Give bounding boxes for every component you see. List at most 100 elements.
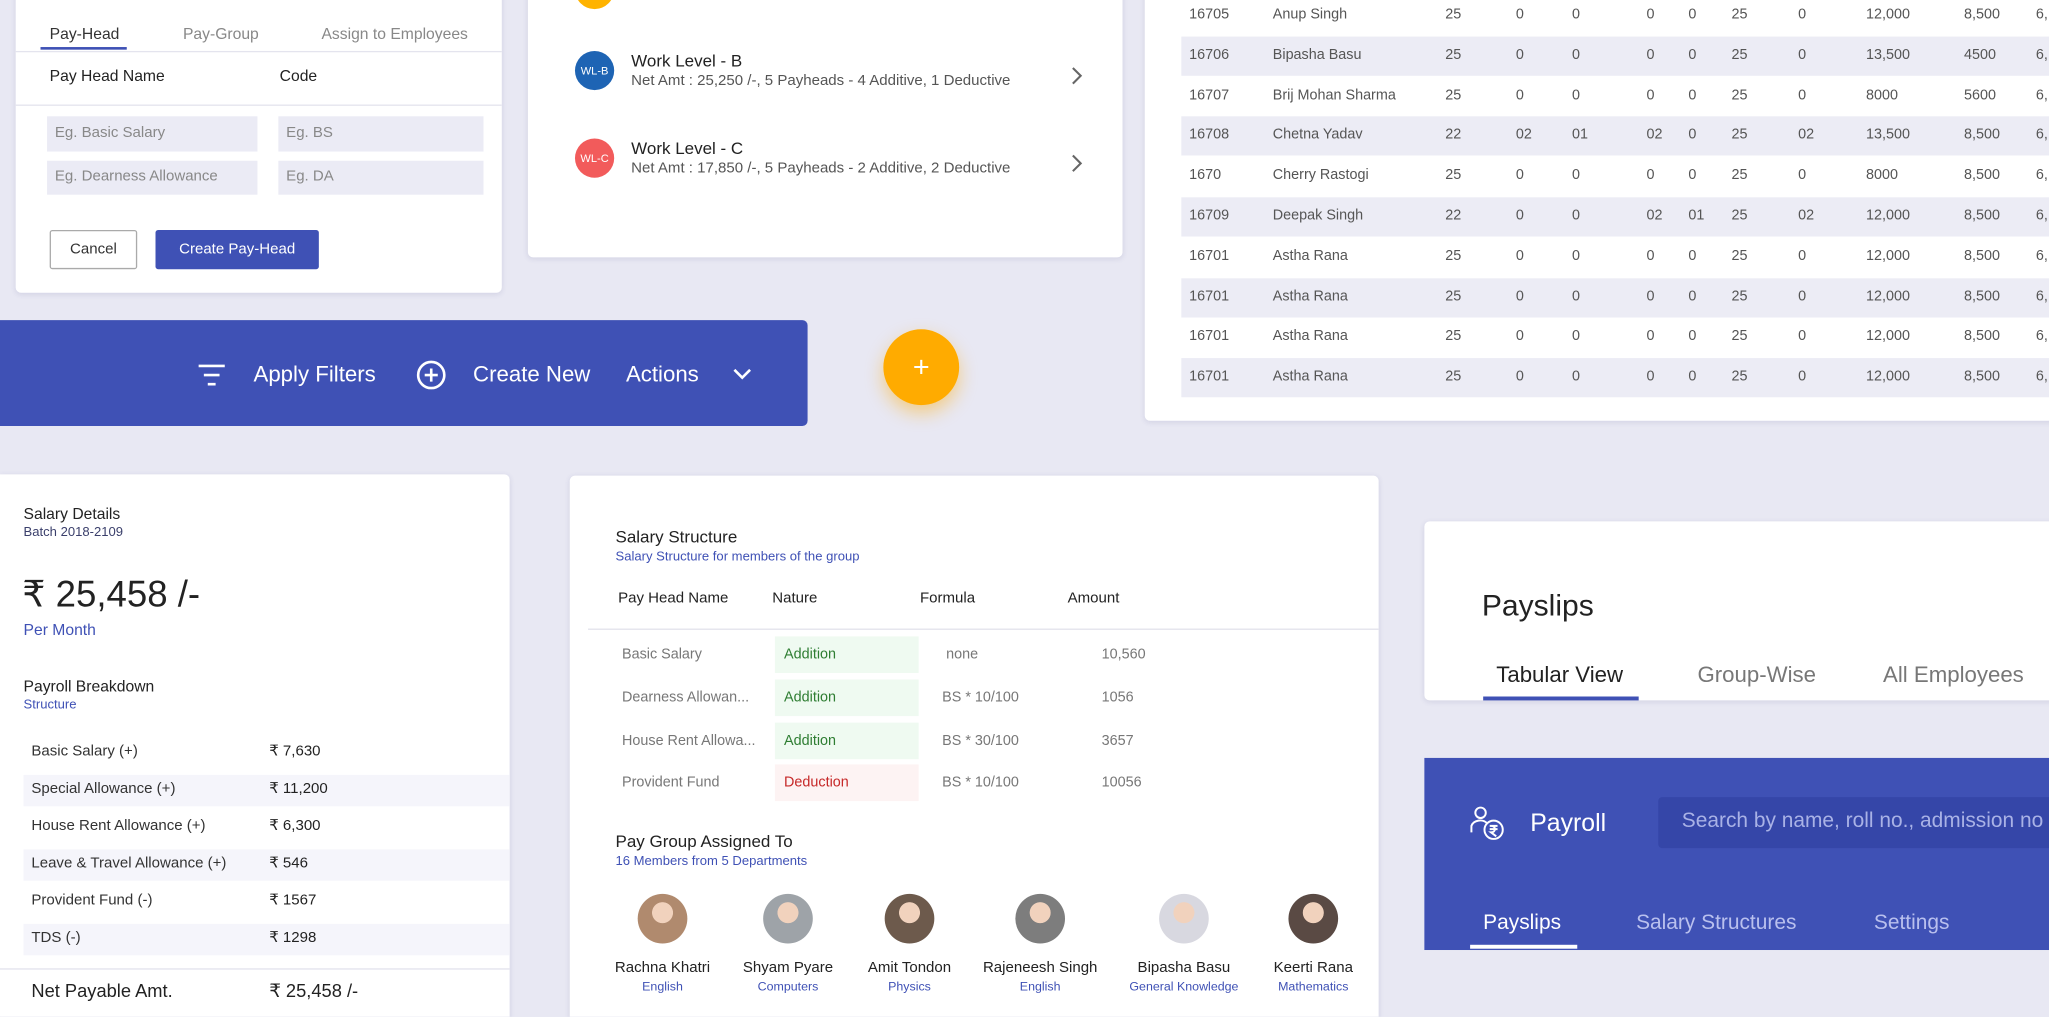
net-value: ₹ 25,458 /- [269, 980, 359, 1001]
item-title[interactable]: Work Level - B [631, 50, 743, 71]
cell: 12,000 [1866, 207, 1911, 224]
submit-button[interactable]: Create Pay-Head [155, 229, 319, 270]
card-title: Salary Structure [615, 526, 738, 547]
cell: 0 [1646, 248, 1655, 264]
toolbar-button[interactable]: Create New [473, 361, 591, 387]
cell: 25 [1731, 167, 1748, 184]
cell: 12,000 [1866, 248, 1911, 264]
member-name: Bipasha Basu [1137, 960, 1231, 977]
card-title: Payslips [1481, 588, 1594, 623]
cell: 13,500 [1866, 127, 1911, 143]
chevron-right[interactable] [1069, 67, 1085, 85]
avatar[interactable] [637, 893, 688, 944]
breakdown-label: Special Allowance (+) [31, 780, 176, 797]
cell: 25 [1445, 87, 1462, 103]
cell: 0 [1572, 6, 1581, 23]
cell: 0 [1572, 87, 1581, 103]
cell: BS * 10/100 [942, 689, 1019, 706]
toolbar [0, 320, 808, 427]
avatar[interactable] [1159, 893, 1209, 944]
cell: 02 [1798, 207, 1815, 224]
cell: 8,500 [1964, 167, 2001, 184]
column-header: Pay Head Name [49, 66, 165, 85]
cell: 8,500 [1964, 207, 2001, 224]
search-box[interactable] [1658, 797, 2049, 849]
cell: 25 [1731, 127, 1748, 143]
member-subject: General Knowledge [1129, 980, 1239, 995]
cell: 0 [1515, 6, 1524, 23]
cell: Dearness Allowan... [622, 689, 750, 706]
period: Per Month [23, 620, 96, 640]
cell: Astha Rana [1272, 328, 1348, 345]
cell: Bipasha Basu [1272, 46, 1362, 63]
tab[interactable]: Group-Wise [1697, 662, 1816, 688]
placeholder: Eg. Basic Salary [54, 125, 166, 142]
breakdown-label: Basic Salary (+) [31, 743, 138, 760]
cell: none [946, 646, 979, 663]
cell: 8000 [1866, 87, 1899, 103]
divider [0, 968, 510, 970]
cell: 12,000 [1866, 368, 1911, 385]
chevron-right[interactable] [1069, 154, 1085, 172]
cell: 0 [1688, 167, 1697, 184]
avatar[interactable] [884, 893, 935, 944]
placeholder: Eg. DA [286, 168, 334, 185]
cell: 8,500 [1964, 6, 2001, 23]
nature-chip: Addition [774, 722, 919, 760]
avatar[interactable] [1288, 893, 1339, 944]
toolbar-button[interactable]: Apply Filters [253, 361, 376, 387]
cell: Deepak Singh [1272, 207, 1364, 224]
input[interactable] [278, 160, 484, 195]
cell: 6, [2035, 127, 2048, 143]
cell: 8000 [1866, 167, 1899, 184]
avatar[interactable] [1015, 893, 1066, 944]
cell: 25 [1731, 87, 1748, 103]
cell: 0 [1646, 87, 1655, 103]
salary-structure-card [569, 475, 1379, 1017]
cell: 0 [1688, 328, 1697, 345]
tab[interactable]: Pay-Head [49, 24, 120, 44]
cell: 0 [1646, 6, 1655, 23]
cell: 0 [1688, 6, 1697, 23]
cell: 1056 [1101, 689, 1134, 706]
input[interactable] [278, 116, 484, 152]
item-title[interactable]: Work Level - C [631, 138, 744, 159]
tab[interactable]: Salary Structures [1636, 912, 1797, 935]
cell: BS * 30/100 [942, 733, 1019, 749]
cell: 25 [1731, 46, 1748, 63]
cancel-button[interactable]: Cancel [49, 229, 138, 270]
cell: 6, [2035, 288, 2048, 304]
tab[interactable]: Payslips [1483, 912, 1562, 935]
cell: 22 [1445, 207, 1462, 224]
input[interactable] [47, 116, 258, 152]
tab[interactable]: All Employees [1883, 662, 2024, 688]
cell: 0 [1798, 288, 1807, 304]
cell: 8,500 [1964, 248, 2001, 264]
badge: WL-B [574, 50, 615, 91]
cell: 01 [1688, 207, 1705, 224]
cell: 02 [1646, 127, 1663, 143]
cell: 8,500 [1964, 288, 2001, 304]
placeholder: Eg. Dearness Allowance [54, 168, 218, 185]
tab[interactable]: Settings [1873, 912, 1950, 935]
cell: 3657 [1101, 733, 1134, 749]
filter-icon[interactable] [196, 362, 227, 388]
chevron-down[interactable] [732, 366, 753, 382]
input[interactable] [47, 160, 258, 195]
tab[interactable]: Tabular View [1496, 662, 1624, 688]
section-title: Pay Group Assigned To [615, 831, 793, 851]
column-header: Code [279, 66, 318, 85]
cell: 16701 [1189, 288, 1230, 304]
avatar[interactable] [763, 893, 813, 944]
column-header: Formula [919, 590, 976, 607]
toolbar-button[interactable]: Actions [625, 361, 699, 387]
cell: Astha Rana [1272, 288, 1348, 304]
tab[interactable]: Assign to Employees [321, 24, 468, 44]
add-icon[interactable] [416, 359, 447, 390]
breakdown-value: ₹ 6,300 [269, 818, 321, 834]
nature-chip: Deduction [774, 764, 919, 802]
divider [588, 628, 1379, 630]
tab[interactable]: Pay-Group [182, 24, 259, 44]
fab[interactable]: + [883, 329, 960, 406]
